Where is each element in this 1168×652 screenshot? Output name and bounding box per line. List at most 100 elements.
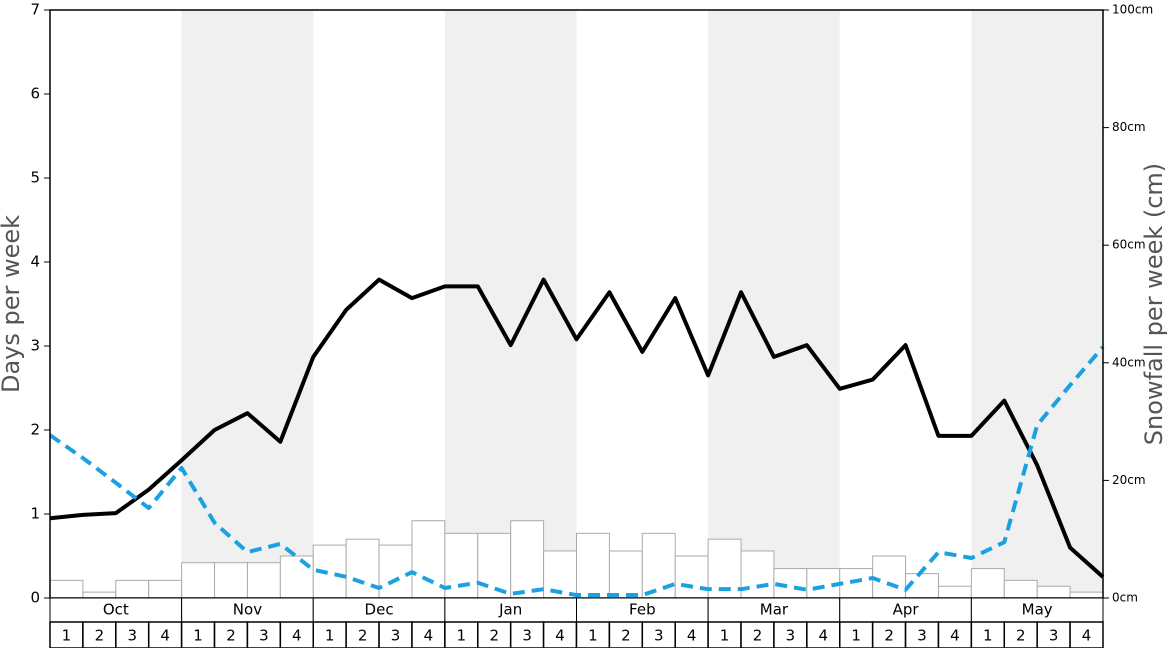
bar (641, 532, 676, 599)
month-label: Oct (103, 601, 129, 619)
week-cell (773, 621, 808, 649)
x-tick-label: 1 (851, 627, 861, 645)
month-cell (576, 597, 709, 623)
bar (214, 562, 248, 599)
x-tick-label: 4 (819, 627, 829, 645)
month-label: Apr (893, 601, 920, 619)
bar (246, 562, 281, 599)
month-cell (181, 597, 314, 623)
bar (1003, 579, 1038, 599)
bar (49, 579, 84, 599)
y2-tick-label: 0cm (1112, 591, 1138, 605)
week-cell (608, 621, 644, 649)
x-tick-label: 4 (555, 627, 565, 645)
x-tick-label: 3 (917, 627, 927, 645)
month-label: Dec (365, 601, 394, 619)
bar (608, 550, 643, 599)
x-tick-label: 4 (160, 627, 170, 645)
month-label: Jan (498, 601, 522, 619)
x-tick-label: 3 (522, 627, 532, 645)
y-tick-label: 6 (30, 85, 40, 103)
bar (115, 579, 150, 599)
x-tick-label: 2 (95, 627, 105, 645)
y-tick-label: 4 (30, 253, 40, 271)
x-tick-label: 1 (720, 627, 730, 645)
x-tick-label: 4 (424, 627, 434, 645)
bar (510, 520, 545, 599)
x-tick-label: 1 (193, 627, 203, 645)
bar (477, 532, 512, 599)
bar (740, 550, 775, 599)
x-tick-label: 3 (391, 627, 401, 645)
x-tick-label: 4 (1082, 627, 1092, 645)
month-label: Nov (233, 601, 262, 619)
y-tick-label: 7 (30, 1, 40, 19)
x-tick-label: 2 (621, 627, 631, 645)
x-tick-label: 1 (62, 627, 72, 645)
month-label: Mar (760, 601, 789, 619)
x-tick-label: 3 (654, 627, 664, 645)
x-tick-label: 2 (226, 627, 236, 645)
x-tick-label: 4 (292, 627, 302, 645)
y-axis-label: Days per week (0, 215, 25, 393)
week-cell (871, 621, 907, 649)
bar (279, 555, 314, 599)
month-cell (312, 597, 446, 623)
bar (82, 591, 117, 599)
bar (937, 585, 972, 599)
x-tick-label: 2 (753, 627, 763, 645)
y-tick-label: 2 (30, 421, 40, 439)
bar (839, 568, 874, 599)
y2-axis-label: Snowfall per week (cm) (1140, 163, 1168, 445)
week-cell (477, 621, 512, 649)
snowfall-line (48, 345, 1105, 598)
bar (148, 579, 183, 599)
bar (345, 538, 380, 599)
bar (970, 568, 1005, 599)
month-label: May (1022, 601, 1053, 619)
bar (1069, 591, 1104, 599)
x-tick-label: 3 (1049, 627, 1059, 645)
y-tick-label: 3 (30, 337, 40, 355)
x-tick-label: 3 (786, 627, 796, 645)
x-tick-label: 2 (489, 627, 499, 645)
x-tick-label: 3 (127, 627, 137, 645)
month-label: Feb (629, 601, 656, 619)
days-line (49, 277, 1105, 579)
x-tick-label: 2 (1016, 627, 1026, 645)
x-tick-label: 1 (588, 627, 598, 645)
y2-tick-label: 20cm (1112, 473, 1146, 487)
bar (411, 520, 446, 599)
x-tick-label: 4 (687, 627, 697, 645)
month-cell (970, 597, 1104, 623)
bar (872, 555, 907, 599)
x-tick-label: 1 (983, 627, 993, 645)
x-tick-label: 1 (325, 627, 335, 645)
bar (378, 544, 413, 599)
y2-tick-label: 80cm (1112, 120, 1146, 134)
month-band (444, 10, 577, 598)
x-tick-label: 3 (259, 627, 269, 645)
y-tick-label: 1 (30, 505, 40, 523)
y-tick-label: 0 (30, 589, 40, 607)
y2-tick-label: 100cm (1112, 3, 1153, 17)
y2-tick-label: 60cm (1112, 238, 1146, 252)
month-cell (707, 597, 841, 623)
month-band (971, 10, 1103, 598)
week-cell (674, 621, 709, 649)
y2-tick-label: 40cm (1112, 355, 1146, 369)
x-tick-label: 4 (950, 627, 960, 645)
bar (576, 532, 610, 599)
bar (1036, 585, 1071, 599)
x-tick-label: 1 (457, 627, 467, 645)
month-band (181, 10, 314, 598)
month-band (708, 10, 840, 598)
x-tick-label: 2 (358, 627, 368, 645)
week-cell (509, 621, 545, 649)
x-tick-label: 2 (884, 627, 894, 645)
y-tick-label: 5 (30, 169, 40, 187)
week-cell (1003, 621, 1038, 649)
week-cell (937, 621, 973, 649)
bar (181, 562, 216, 599)
